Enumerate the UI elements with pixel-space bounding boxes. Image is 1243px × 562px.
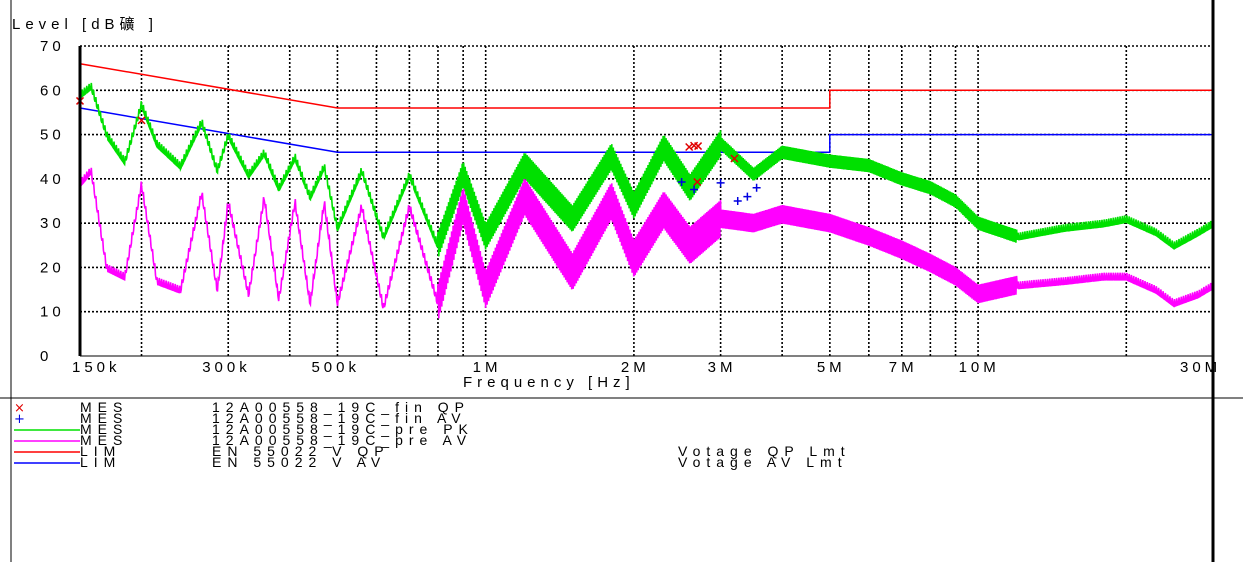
legend-prefix: MES bbox=[80, 399, 128, 415]
x-tick-label: 5M bbox=[817, 359, 846, 376]
qp-marker bbox=[137, 116, 146, 125]
legend: × MES 12A00558_19C_fin QP + MES 12A00558_19C_… bbox=[14, 399, 851, 470]
x-tick-label: 7M bbox=[889, 359, 918, 376]
y-tick-label: 0 bbox=[40, 348, 52, 365]
y-tick-label: 70 bbox=[40, 38, 65, 55]
legend-trace: 12A00558_19C_pre AV bbox=[212, 432, 472, 448]
legend-row: MES 12A00558_19C_pre PK bbox=[14, 421, 474, 437]
qp-marker bbox=[685, 142, 694, 152]
x-tick-label: 150k bbox=[72, 359, 121, 376]
plus-marker-icon: + bbox=[14, 412, 25, 427]
x-marker-icon: × bbox=[14, 401, 25, 416]
av-marker bbox=[716, 178, 725, 187]
x-tick-label: 2M bbox=[621, 359, 650, 376]
legend-prefix: MES bbox=[80, 410, 128, 426]
limit-lines bbox=[79, 62, 1213, 154]
legend-row: × MES 12A00558_19C_fin QP bbox=[14, 399, 470, 416]
qp-marker bbox=[730, 154, 739, 163]
qp-marker bbox=[693, 177, 702, 186]
legend-description: Votage AV Lmt bbox=[678, 454, 848, 470]
legend-trace: EN 55022 V QP bbox=[212, 443, 390, 459]
limit-line bbox=[79, 62, 1213, 109]
x-axis-label: Frequency [Hz] bbox=[463, 374, 635, 391]
trace-line bbox=[79, 167, 1214, 319]
x-tick-label: 10M bbox=[959, 359, 1000, 376]
limit-line bbox=[79, 107, 1213, 154]
data-traces bbox=[79, 82, 1214, 319]
av-marker bbox=[690, 185, 699, 194]
x-tick-labels: 150k 300k 500k 1M 2M 3M 5M 7M 10M 30M bbox=[72, 359, 1221, 376]
av-marker bbox=[677, 177, 686, 186]
qp-marker bbox=[694, 142, 703, 151]
trace-line bbox=[79, 82, 1214, 257]
av-marker bbox=[752, 183, 761, 192]
x-tick-label: 3M bbox=[708, 359, 737, 376]
legend-description: Votage QP Lmt bbox=[678, 443, 851, 459]
legend-row: + MES 12A00558_19C_fin AV bbox=[14, 410, 467, 427]
legend-row: MES 12A00558_19C_pre AV bbox=[14, 432, 472, 448]
legend-trace: 12A00558_19C_pre PK bbox=[212, 421, 474, 437]
legend-trace: 12A00558_19C_fin AV bbox=[212, 410, 467, 426]
y-tick-labels: 0 10 20 30 40 50 60 70 bbox=[40, 38, 65, 365]
y-tick-label: 30 bbox=[40, 215, 65, 232]
y-tick-label: 50 bbox=[40, 127, 65, 144]
legend-prefix: MES bbox=[80, 421, 128, 437]
y-tick-label: 60 bbox=[40, 82, 65, 99]
measurement-markers bbox=[75, 96, 761, 205]
legend-trace: 12A00558_19C_fin QP bbox=[212, 399, 470, 415]
legend-prefix: MES bbox=[80, 432, 128, 448]
x-tick-label: 500k bbox=[311, 359, 360, 376]
legend-row: LIM EN 55022 V AV Votage AV Lmt bbox=[14, 454, 848, 470]
x-tick-label: 30M bbox=[1180, 359, 1221, 376]
legend-prefix: LIM bbox=[80, 443, 121, 459]
legend-row: LIM EN 55022 V QP Votage QP Lmt bbox=[14, 443, 851, 459]
av-marker bbox=[733, 197, 742, 205]
y-tick-label: 10 bbox=[40, 304, 65, 321]
x-tick-label: 300k bbox=[202, 359, 251, 376]
y-axis-label: Level [dB礦 ] bbox=[12, 16, 158, 33]
av-marker bbox=[743, 192, 752, 201]
y-tick-label: 40 bbox=[40, 171, 65, 188]
x-tick-label: 1M bbox=[473, 359, 502, 376]
legend-trace: EN 55022 V AV bbox=[212, 454, 386, 470]
legend-prefix: LIM bbox=[80, 454, 121, 470]
y-tick-label: 20 bbox=[40, 259, 65, 276]
